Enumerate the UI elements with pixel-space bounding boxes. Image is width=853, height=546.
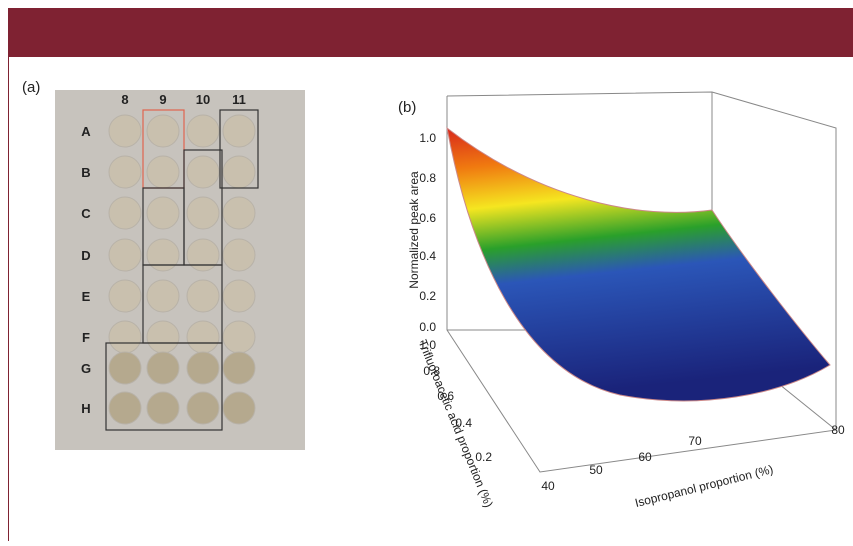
well (146, 351, 180, 385)
z-tick-label: 0.0 (419, 320, 436, 334)
well (146, 114, 180, 148)
row-label: B (81, 165, 90, 180)
well (108, 351, 142, 385)
well (108, 320, 142, 354)
z-tick-label: 1.0 (419, 131, 436, 145)
x-tick-label: 60 (638, 450, 652, 464)
x-tick-label: 50 (589, 463, 603, 477)
well (186, 351, 220, 385)
well (222, 279, 256, 313)
row-label: G (81, 361, 91, 376)
panel-label: (a) (22, 79, 40, 96)
x-tick-label: 70 (688, 434, 702, 448)
well (108, 114, 142, 148)
well (186, 114, 220, 148)
well (222, 320, 256, 354)
well (222, 391, 256, 425)
well (146, 238, 180, 272)
x-tick-label: 40 (541, 479, 555, 493)
well (108, 279, 142, 313)
well (146, 155, 180, 189)
column-label: 10 (196, 92, 210, 107)
well (222, 196, 256, 230)
well (186, 320, 220, 354)
plate-photo (55, 90, 305, 450)
well (222, 238, 256, 272)
row-label: A (81, 124, 91, 139)
selection-box (105, 342, 223, 431)
y-tick-label: 0.4 (455, 416, 472, 430)
panel-a: (a) (22, 79, 305, 450)
well (222, 114, 256, 148)
z-tick-label: 0.4 (419, 249, 436, 263)
surface (446, 126, 831, 402)
row-label: F (82, 330, 90, 345)
panel-label: (b) (398, 99, 416, 116)
well (146, 196, 180, 230)
well (222, 155, 256, 189)
well (108, 155, 142, 189)
y-tick-label: 0.8 (423, 364, 440, 378)
y-tick-label: 0.2 (475, 450, 492, 464)
panel-b (446, 91, 837, 473)
well (186, 391, 220, 425)
x-axis-title: Isopropanol proportion (%) (633, 462, 774, 510)
row-label: C (81, 206, 91, 221)
well (186, 279, 220, 313)
z-tick-label: 0.2 (419, 289, 436, 303)
well (146, 279, 180, 313)
row-label: E (82, 289, 91, 304)
well (222, 351, 256, 385)
well (108, 391, 142, 425)
z-tick-label: 0.8 (419, 171, 436, 185)
column-label: 11 (232, 92, 246, 107)
column-label: 9 (159, 92, 166, 107)
x-tick-label: 80 (831, 423, 845, 437)
row-label: H (81, 401, 90, 416)
well (186, 238, 220, 272)
well (146, 320, 180, 354)
y-tick-label: 0.6 (437, 389, 454, 403)
header-bar (8, 8, 853, 57)
y-tick-label: 1.0 (419, 338, 436, 352)
well (186, 155, 220, 189)
well (186, 196, 220, 230)
well (108, 196, 142, 230)
well (146, 391, 180, 425)
z-axis-title: Normalized peak area (407, 171, 421, 289)
z-tick-label: 0.6 (419, 211, 436, 225)
well (108, 238, 142, 272)
selection-box (219, 109, 259, 189)
row-label: D (81, 248, 90, 263)
column-label: 8 (121, 92, 128, 107)
